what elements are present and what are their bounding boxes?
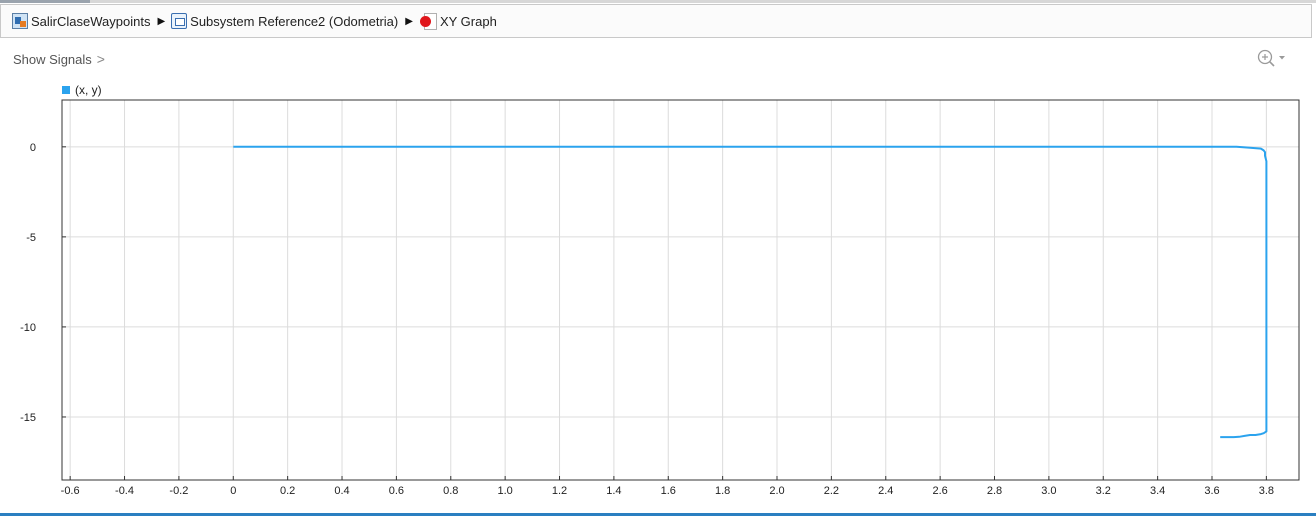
zoom-in-icon xyxy=(1257,49,1275,67)
x-tick-label: 1.0 xyxy=(497,485,512,497)
x-tick-label: 2.2 xyxy=(824,485,839,497)
x-tick-label: 0.4 xyxy=(334,485,349,497)
x-tick-label: -0.2 xyxy=(169,485,188,497)
breadcrumb-label-xy-graph: XY Graph xyxy=(439,13,497,29)
breadcrumb-item-xy-graph[interactable]: XY Graph xyxy=(419,13,497,30)
x-tick-label: 0.6 xyxy=(389,485,404,497)
x-tick-label: 0.8 xyxy=(443,485,458,497)
x-tick-label: 2.0 xyxy=(769,485,784,497)
plot-frame xyxy=(61,99,1300,481)
x-tick-label: 2.4 xyxy=(878,485,893,497)
xy-graph-plot[interactable]: -0.6 -0.4 -0.2 0 0.2 0.4 0.6 0.8 1.0 1.2 1.4 1.6 1.8… xyxy=(0,95,1316,505)
dropdown-arrow-icon[interactable] xyxy=(1279,56,1285,60)
breadcrumb-item-subsystem[interactable]: Subsystem Reference2 (Odometria) xyxy=(171,13,398,29)
simulink-model-icon xyxy=(12,13,28,29)
x-tick-label: 1.6 xyxy=(661,485,676,497)
x-tick-label: -0.6 xyxy=(61,485,80,497)
window-bottom-border xyxy=(0,513,1316,516)
breadcrumb: SalirClaseWaypoints ▶ Subsystem Referenc… xyxy=(0,4,1312,38)
breadcrumb-label-subsystem: Subsystem Reference2 (Odometria) xyxy=(190,13,399,29)
chart-legend: (x, y) xyxy=(62,83,102,97)
y-tick-label: 0 xyxy=(30,142,36,154)
xy-graph-block-icon xyxy=(419,13,437,30)
x-tick-label: 2.8 xyxy=(987,485,1002,497)
x-tick-label: 3.4 xyxy=(1150,485,1165,497)
y-tick-label: -15 xyxy=(20,412,36,424)
y-tick-label: -5 xyxy=(26,232,36,244)
legend-swatch xyxy=(62,86,70,94)
breadcrumb-separator-icon: ▶ xyxy=(405,15,413,27)
window-top-border xyxy=(0,0,1316,3)
plot-toolbar: Show Signals > xyxy=(0,44,1316,74)
x-tick-label: -0.4 xyxy=(115,485,134,497)
breadcrumb-item-model[interactable]: SalirClaseWaypoints xyxy=(12,13,150,29)
subsystem-reference-icon xyxy=(171,13,188,29)
x-tick-label: 0 xyxy=(230,485,236,497)
x-tick-label: 1.2 xyxy=(552,485,567,497)
zoom-button[interactable] xyxy=(1255,47,1295,71)
y-tick-label: -10 xyxy=(20,322,36,334)
x-tick-label: 3.2 xyxy=(1096,485,1111,497)
series-line xyxy=(233,145,1268,439)
plot-area xyxy=(62,100,1299,480)
x-tick-label: 3.6 xyxy=(1204,485,1219,497)
chevron-right-icon: > xyxy=(96,51,105,67)
x-tick-label: 1.4 xyxy=(606,485,621,497)
breadcrumb-label-model: SalirClaseWaypoints xyxy=(31,13,151,29)
show-signals-label: Show Signals xyxy=(13,52,92,67)
tab-strip-segment xyxy=(0,0,90,3)
breadcrumb-separator-icon: ▶ xyxy=(157,15,166,27)
x-tick-label: 0.2 xyxy=(280,485,295,497)
x-tick-label: 1.8 xyxy=(715,485,730,497)
show-signals-button[interactable]: Show Signals > xyxy=(13,51,105,67)
x-tick-label: 3.0 xyxy=(1041,485,1056,497)
legend-label: (x, y) xyxy=(75,83,102,97)
x-tick-label: 3.8 xyxy=(1259,485,1274,497)
x-tick-label: 2.6 xyxy=(932,485,947,497)
